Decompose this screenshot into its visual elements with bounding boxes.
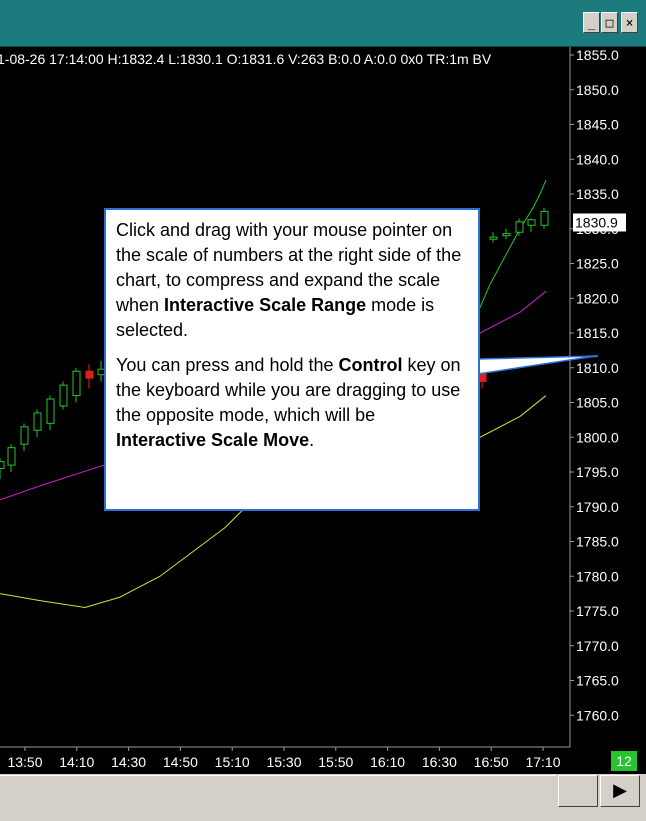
candle-body xyxy=(33,412,42,431)
y-tick-label: 1760.0 xyxy=(576,707,619,723)
x-tick-label: 17:10 xyxy=(525,754,560,770)
y-tick-label: 1815.0 xyxy=(576,325,619,341)
x-tick-label: 16:30 xyxy=(422,754,457,770)
help-callout: Click and drag with your mouse pointer o… xyxy=(104,208,480,511)
y-tick-label: 1835.0 xyxy=(576,186,619,202)
price-chart[interactable]: 1855.01850.01845.01840.01835.01830.01825… xyxy=(0,47,646,774)
x-tick-label: 16:50 xyxy=(474,754,509,770)
x-tick-label: 14:10 xyxy=(59,754,94,770)
candle-body xyxy=(489,236,498,240)
y-tick-label: 1765.0 xyxy=(576,673,619,689)
x-tick-label: 14:50 xyxy=(163,754,198,770)
scroll-thumb[interactable] xyxy=(558,775,598,807)
x-tick-label: 13:50 xyxy=(7,754,42,770)
lower-band-line xyxy=(0,395,547,609)
y-tick-label: 1850.0 xyxy=(576,82,619,98)
bar-count-badge: 12 xyxy=(611,751,637,771)
y-tick-label: 1790.0 xyxy=(576,499,619,515)
candle-body xyxy=(0,461,5,470)
y-tick-label: 1845.0 xyxy=(576,117,619,133)
last-price-marker xyxy=(573,213,626,232)
minimize-button[interactable]: _ xyxy=(583,12,600,33)
title-bar: _ □ × xyxy=(0,0,646,47)
callout-paragraph-1: Click and drag with your mouse pointer o… xyxy=(116,220,462,340)
candle-body xyxy=(540,210,549,226)
candle-body xyxy=(7,447,16,466)
x-tick-label: 15:10 xyxy=(215,754,250,770)
scroll-right-icon[interactable]: ▶ xyxy=(600,775,640,807)
maximize-button[interactable]: □ xyxy=(601,12,618,33)
horizontal-scrollbar[interactable] xyxy=(0,775,556,808)
y-tick-label: 1810.0 xyxy=(576,360,619,376)
candle-body xyxy=(72,370,81,397)
y-tick-label: 1820.0 xyxy=(576,290,619,306)
last-price-label: 1830.9 xyxy=(575,214,618,230)
y-tick-label: 1840.0 xyxy=(576,151,619,167)
upper-band-line xyxy=(477,179,547,313)
candle-body xyxy=(59,384,68,407)
y-tick-label: 1795.0 xyxy=(576,464,619,480)
x-tick-label: 15:50 xyxy=(318,754,353,770)
y-tick-label: 1825.0 xyxy=(576,256,619,272)
y-tick-label: 1800.0 xyxy=(576,429,619,445)
x-tick-label: 15:30 xyxy=(266,754,301,770)
y-tick-label: 1775.0 xyxy=(576,603,619,619)
candle-body xyxy=(502,233,511,237)
y-tick-label: 1780.0 xyxy=(576,568,619,584)
info-line: 1-08-26 17:14:00 H:1832.4 L:1830.1 O:183… xyxy=(0,51,492,67)
y-tick-label: 1770.0 xyxy=(576,638,619,654)
x-tick-label: 14:30 xyxy=(111,754,146,770)
close-button[interactable]: × xyxy=(621,12,638,33)
candle-body xyxy=(527,219,536,226)
y-tick-label: 1805.0 xyxy=(576,395,619,411)
candle-body xyxy=(20,426,29,445)
y-tick-label: 1785.0 xyxy=(576,534,619,550)
x-tick-label: 16:10 xyxy=(370,754,405,770)
candle-body xyxy=(46,398,55,424)
candle-body xyxy=(85,370,94,379)
candle-body xyxy=(515,221,524,233)
callout-paragraph-2: You can press and hold the Control key o… xyxy=(116,355,461,450)
y-tick-label: 1855.0 xyxy=(576,47,619,63)
